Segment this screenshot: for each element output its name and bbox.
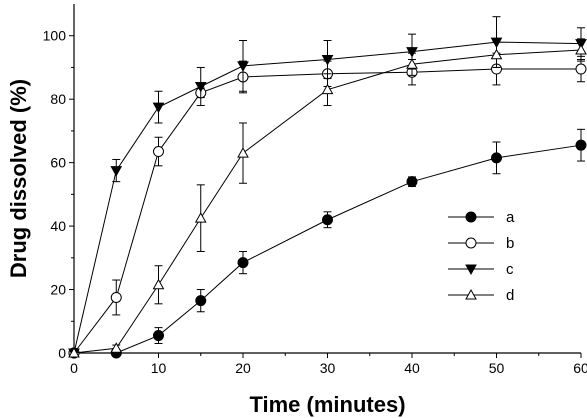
data-point-filled-circle xyxy=(237,257,249,269)
x-tick-label: 30 xyxy=(320,360,336,376)
data-point-filled-triangle xyxy=(194,81,207,93)
y-tick-label: 20 xyxy=(50,282,66,298)
data-point-filled-triangle xyxy=(321,55,334,66)
data-point-open-circle xyxy=(465,237,477,249)
x-tick-label: 20 xyxy=(235,360,251,376)
y-tick-label: 40 xyxy=(50,218,66,234)
legend-item-a: a xyxy=(448,209,515,226)
series-c xyxy=(68,16,587,360)
data-point-filled-triangle xyxy=(406,47,418,58)
data-point-open-triangle xyxy=(152,278,165,290)
data-point-filled-circle xyxy=(153,330,164,342)
y-tick-label: 0 xyxy=(58,345,66,361)
y-tick-label: 60 xyxy=(50,155,66,171)
x-tick-label: 40 xyxy=(404,360,420,376)
x-tick-label: 10 xyxy=(151,360,167,376)
series-line-b xyxy=(73,68,581,354)
data-point-open-triangle xyxy=(490,48,503,60)
legend-label: d xyxy=(506,287,514,304)
data-point-open-triangle xyxy=(575,43,587,55)
series-b xyxy=(68,52,587,359)
series-line-a xyxy=(74,144,582,354)
data-point-filled-circle xyxy=(575,139,587,151)
y-tick-label: 100 xyxy=(43,28,67,44)
data-point-open-triangle xyxy=(237,147,249,158)
data-point-open-circle xyxy=(110,291,122,303)
data-point-open-triangle xyxy=(321,83,334,95)
data-point-filled-triangle xyxy=(465,264,477,276)
y-tick-label: 80 xyxy=(50,91,66,107)
data-point-open-triangle xyxy=(406,58,418,69)
data-point-open-triangle xyxy=(110,342,123,353)
y-axis-title: Drug dissolved (%) xyxy=(6,79,31,278)
data-point-filled-triangle xyxy=(110,166,123,177)
data-point-open-triangle xyxy=(68,346,80,358)
legend-item-c: c xyxy=(448,261,514,278)
data-point-filled-circle xyxy=(465,211,477,223)
x-tick-label: 0 xyxy=(70,360,78,376)
x-axis-title: Time (minutes) xyxy=(249,392,405,417)
data-point-open-triangle xyxy=(194,212,207,223)
legend-item-d: d xyxy=(448,287,514,304)
x-tick-label: 50 xyxy=(489,360,505,376)
data-point-filled-circle xyxy=(491,152,502,164)
ticks: 0 10 20 30 40 50 60 0 20 40 60 80 100 xyxy=(43,28,587,376)
data-point-filled-circle xyxy=(406,176,418,188)
x-tick-label: 60 xyxy=(573,360,587,376)
data-point-open-circle xyxy=(153,146,164,158)
data-point-filled-circle xyxy=(195,295,207,307)
data-point-open-triangle xyxy=(465,288,477,300)
series-d xyxy=(68,38,587,358)
legend-label: b xyxy=(506,235,514,252)
data-point-filled-triangle xyxy=(237,61,249,72)
data-point-open-circle xyxy=(575,63,587,75)
legend-label: a xyxy=(506,209,515,226)
data-point-filled-triangle xyxy=(152,102,165,114)
legend-item-b: b xyxy=(448,235,514,252)
data-point-filled-circle xyxy=(322,214,333,226)
legend-label: c xyxy=(506,261,514,278)
series-a xyxy=(68,128,587,359)
series-layer xyxy=(68,16,587,360)
